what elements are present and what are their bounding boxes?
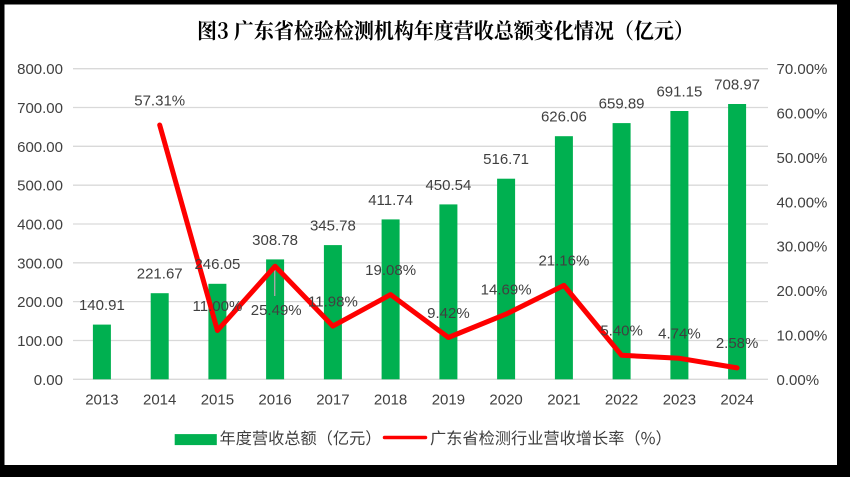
svg-text:300.00: 300.00: [17, 255, 63, 272]
svg-text:500.00: 500.00: [17, 178, 63, 195]
svg-text:100.00: 100.00: [17, 333, 63, 350]
svg-text:700.00: 700.00: [17, 100, 63, 117]
svg-text:659.89: 659.89: [599, 96, 645, 113]
svg-text:25.49%: 25.49%: [251, 302, 302, 319]
svg-text:0.00: 0.00: [34, 372, 63, 389]
svg-text:4.74%: 4.74%: [658, 326, 701, 343]
svg-text:11.98%: 11.98%: [308, 293, 358, 310]
svg-text:11.00%: 11.00%: [193, 298, 243, 315]
svg-text:691.15: 691.15: [656, 83, 702, 100]
svg-text:40.00%: 40.00%: [777, 194, 828, 211]
svg-text:708.97: 708.97: [714, 77, 760, 94]
svg-text:2024: 2024: [720, 392, 753, 409]
svg-text:2020: 2020: [489, 392, 522, 409]
svg-text:2.58%: 2.58%: [716, 335, 759, 352]
svg-text:2017: 2017: [316, 392, 349, 409]
svg-text:2016: 2016: [258, 392, 291, 409]
svg-text:2021: 2021: [547, 392, 580, 409]
svg-text:400.00: 400.00: [17, 217, 63, 234]
svg-text:200.00: 200.00: [17, 294, 63, 311]
svg-text:57.31%: 57.31%: [134, 92, 185, 109]
svg-text:70.00%: 70.00%: [777, 61, 828, 78]
svg-text:2015: 2015: [201, 392, 234, 409]
svg-text:2023: 2023: [663, 392, 696, 409]
svg-text:10.00%: 10.00%: [777, 327, 828, 344]
svg-text:308.78: 308.78: [252, 232, 298, 249]
svg-text:2019: 2019: [432, 392, 465, 409]
svg-text:246.05: 246.05: [194, 256, 240, 273]
svg-text:2013: 2013: [85, 392, 118, 409]
svg-text:345.78: 345.78: [310, 218, 356, 235]
svg-text:221.67: 221.67: [137, 266, 183, 283]
svg-text:0.00%: 0.00%: [777, 372, 820, 389]
svg-text:2022: 2022: [605, 392, 638, 409]
svg-text:19.08%: 19.08%: [365, 262, 416, 279]
svg-text:21.16%: 21.16%: [538, 253, 589, 270]
svg-text:140.91: 140.91: [79, 297, 125, 314]
svg-text:800.00: 800.00: [17, 61, 63, 78]
svg-text:50.00%: 50.00%: [777, 150, 828, 167]
svg-text:600.00: 600.00: [17, 139, 63, 156]
svg-text:14.69%: 14.69%: [481, 281, 532, 298]
svg-text:516.71: 516.71: [483, 151, 529, 168]
svg-text:20.00%: 20.00%: [777, 283, 828, 300]
svg-text:9.42%: 9.42%: [427, 305, 470, 322]
svg-text:2014: 2014: [143, 392, 176, 409]
svg-text:411.74: 411.74: [368, 192, 413, 209]
svg-text:2018: 2018: [374, 392, 407, 409]
svg-text:626.06: 626.06: [541, 109, 587, 126]
svg-text:5.40%: 5.40%: [600, 323, 643, 340]
svg-text:30.00%: 30.00%: [777, 239, 828, 256]
svg-text:450.54: 450.54: [425, 177, 471, 194]
svg-text:60.00%: 60.00%: [777, 106, 828, 123]
